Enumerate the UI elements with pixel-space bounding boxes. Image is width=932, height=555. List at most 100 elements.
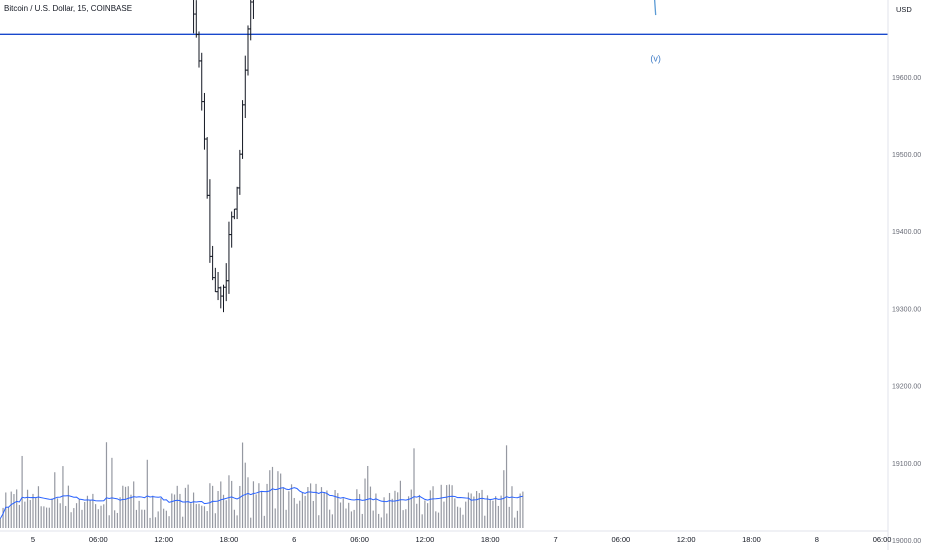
time-tick-label: 12:00 <box>677 535 696 544</box>
volume-bar <box>462 514 464 528</box>
volume-bar <box>296 503 298 528</box>
volume-bar <box>258 483 260 528</box>
volume-bar <box>339 502 342 528</box>
volume-bar <box>495 496 497 528</box>
volume-bar <box>247 477 249 528</box>
volume-bar <box>29 500 31 528</box>
volume-bar <box>470 493 472 528</box>
volume-bar <box>484 515 486 528</box>
volume-bar <box>89 499 91 528</box>
volume-bar <box>18 504 20 528</box>
volume-bar <box>508 506 510 528</box>
volume-bar <box>391 498 393 528</box>
volume-bar <box>78 499 80 528</box>
volume-bar <box>138 500 140 528</box>
price-tick-label: 19000.00 <box>892 538 921 545</box>
volume-bar <box>293 497 295 528</box>
volume-bar <box>133 481 135 528</box>
volume-bar <box>481 489 483 528</box>
volume-bar <box>157 511 159 528</box>
volume-bar <box>350 511 353 528</box>
volume-bar <box>505 445 508 528</box>
volume-bar <box>231 480 233 528</box>
volume-bar <box>46 507 48 528</box>
volume-bar <box>309 483 312 528</box>
volume-bar <box>116 512 118 528</box>
volume-bar <box>290 484 293 528</box>
volume-bar <box>81 509 83 528</box>
volume-bar <box>179 493 181 528</box>
time-tick-label: 5 <box>31 535 35 544</box>
volume-bar <box>522 491 524 528</box>
candle <box>197 31 201 68</box>
volume-bar <box>143 509 146 528</box>
candle <box>211 245 215 281</box>
volume-bar <box>21 455 23 528</box>
volume-bar <box>43 506 45 528</box>
volume-bar <box>451 485 453 528</box>
candle <box>246 25 250 76</box>
volume-bar <box>252 481 255 528</box>
time-tick-label: 18:00 <box>742 535 761 544</box>
grid-layer <box>0 33 888 36</box>
volume-bar <box>342 498 344 528</box>
candle <box>200 52 204 111</box>
volume-bar <box>282 487 284 528</box>
volume-bar <box>168 516 170 528</box>
volume-bar <box>353 509 355 528</box>
volume-bar <box>486 495 489 528</box>
volume-bar <box>86 495 89 528</box>
price-tick-label: 19200.00 <box>892 384 921 391</box>
volume-bar <box>288 491 290 528</box>
volume-bar <box>307 487 309 528</box>
volume-bar <box>124 486 127 528</box>
volume-bar <box>503 470 505 528</box>
price-scale-bg <box>888 0 932 550</box>
volume-bar <box>24 501 26 528</box>
candle <box>221 284 226 313</box>
price-scale-currency: USD <box>896 5 912 14</box>
volume-bar <box>424 500 426 528</box>
volume-bar <box>92 493 94 528</box>
volume-bar <box>70 512 72 528</box>
volume-bar <box>299 500 301 528</box>
volume-bar <box>236 515 238 528</box>
volume-bar <box>217 491 219 528</box>
volume-bar <box>111 457 113 528</box>
volume-bar <box>127 486 129 528</box>
volume-bar <box>184 487 187 528</box>
volume-bar <box>435 511 437 528</box>
volume-bar <box>301 492 304 528</box>
volume-bar <box>94 504 97 528</box>
wave-layer: (a)(b)(c)(a)(b)(c)(i)(ii)(iii)(iv)(v) <box>650 0 661 63</box>
volume-bar <box>489 498 491 528</box>
candle <box>194 0 198 38</box>
volume-bar <box>35 497 37 528</box>
candle <box>219 286 223 309</box>
volume-bar <box>427 503 429 528</box>
volume-bar <box>476 491 478 528</box>
price-tick-label: 19300.00 <box>892 306 921 313</box>
volume-bar <box>214 513 216 528</box>
volume-bar <box>122 485 124 528</box>
volume-bar <box>361 513 363 528</box>
volume-bar <box>269 470 271 528</box>
volume-bar <box>228 475 230 528</box>
volume-bar <box>154 517 157 528</box>
candle <box>193 0 196 34</box>
volume-bar <box>386 513 388 528</box>
time-tick-label: 12:00 <box>154 535 173 544</box>
volume-bar <box>405 509 407 528</box>
volume-bar <box>456 506 459 528</box>
volume-bar <box>410 489 412 528</box>
volume-bar <box>473 496 475 528</box>
volume-layer <box>0 442 524 528</box>
volume-bar <box>165 510 167 528</box>
volume-bar <box>397 492 399 528</box>
volume-bar <box>266 483 268 528</box>
volume-bar <box>135 509 138 528</box>
volume-bar <box>250 517 252 528</box>
volume-bar <box>416 503 418 528</box>
